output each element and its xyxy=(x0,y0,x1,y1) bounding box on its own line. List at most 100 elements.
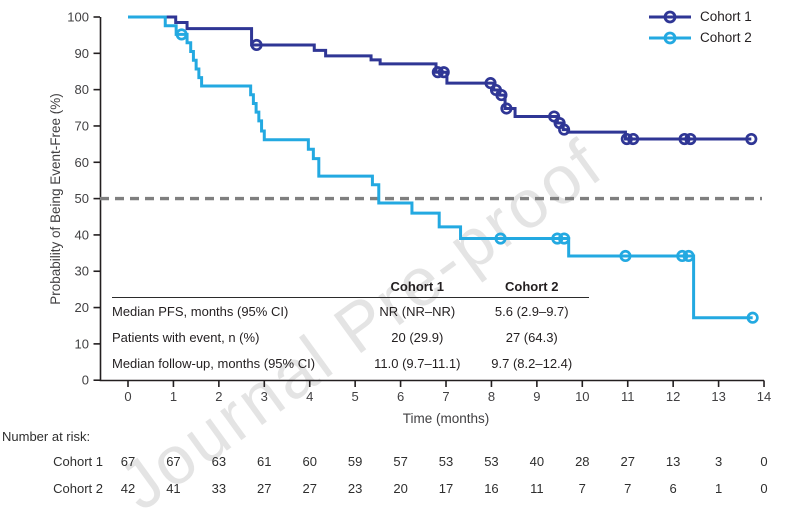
risk-value: 41 xyxy=(166,481,181,496)
x-tick-label: 9 xyxy=(533,389,540,404)
legend: Cohort 1 Cohort 2 xyxy=(648,6,752,48)
y-tick-label: 30 xyxy=(75,264,89,279)
km-curve-cohort2 xyxy=(128,15,753,320)
y-tick-label: 0 xyxy=(82,373,89,388)
risk-row-name-cohort2: Cohort 2 xyxy=(53,481,103,496)
censor-marker xyxy=(745,132,758,146)
x-tick-label: 3 xyxy=(261,389,268,404)
x-tick-label: 8 xyxy=(488,389,495,404)
stats-value: NR (NR–NR) xyxy=(379,304,456,319)
risk-value: 61 xyxy=(257,454,272,469)
risk-value: 53 xyxy=(484,454,499,469)
risk-value: 23 xyxy=(347,481,363,496)
risk-value: 7 xyxy=(578,481,586,496)
risk-value: 60 xyxy=(302,454,317,469)
censor-marker xyxy=(678,132,691,146)
censor-marker xyxy=(494,232,507,245)
y-tick-label: 10 xyxy=(75,336,89,351)
risk-value: 0 xyxy=(760,481,768,496)
censor-marker xyxy=(746,311,759,324)
stats-row-median-pfs: Median PFS, months (95% CI) NR (NR–NR) 5… xyxy=(112,298,589,325)
cohort2-line-marker-icon xyxy=(649,31,691,44)
risk-value: 27 xyxy=(620,454,635,469)
censor-marker xyxy=(682,249,695,263)
stats-value: 11.0 (9.7–11.1) xyxy=(374,356,461,371)
legend-label-cohort1: Cohort 1 xyxy=(700,9,752,24)
x-tick-label: 4 xyxy=(306,389,313,404)
axis-spines xyxy=(99,17,764,382)
risk-value: 3 xyxy=(714,454,723,469)
legend-entry-cohort2: Cohort 2 xyxy=(648,27,752,48)
number-at-risk-label: Number at risk: xyxy=(2,429,91,444)
legend-label-cohort2: Cohort 2 xyxy=(700,30,752,45)
risk-value: 27 xyxy=(257,481,272,496)
stats-value: 9.7 (8.2–12.4) xyxy=(491,356,573,371)
x-tick-label: 10 xyxy=(575,389,589,404)
censor-marker xyxy=(684,132,697,146)
risk-value: 7 xyxy=(624,481,632,496)
censor-marker xyxy=(500,102,513,115)
x-tick-label: 2 xyxy=(215,389,222,404)
stats-value: 20 (29.9) xyxy=(391,330,444,345)
km-figure: Journal Pre-proof 0 10 20 30 40 50 60 70 80 90 100… xyxy=(2,6,771,525)
censor-marker xyxy=(431,66,444,79)
risk-value: 1 xyxy=(714,481,723,496)
censor-marker xyxy=(495,89,508,102)
y-tick-label: 70 xyxy=(75,118,89,133)
risk-value: 27 xyxy=(302,481,317,496)
risk-value: 0 xyxy=(760,454,768,469)
x-tick-label: 6 xyxy=(397,389,404,404)
censor-marker xyxy=(437,66,450,79)
x-tick-label: 11 xyxy=(621,389,635,404)
stats-row-label: Patients with event, n (%) xyxy=(112,330,260,345)
x-tick-label: 0 xyxy=(124,389,131,404)
risk-value: 28 xyxy=(575,454,590,469)
risk-value: 13 xyxy=(665,454,681,469)
risk-value: 16 xyxy=(484,481,499,496)
y-tick-label: 40 xyxy=(75,227,89,242)
risk-value: 59 xyxy=(347,454,363,469)
stats-row-median-followup: Median follow-up, months (95% CI) 11.0 (… xyxy=(112,350,589,376)
y-tick-label: 100 xyxy=(67,10,89,25)
risk-value: 63 xyxy=(211,454,227,469)
stats-header-cohort2: Cohort 2 xyxy=(474,277,589,298)
x-tick-label: 1 xyxy=(170,389,177,404)
y-tick-label: 80 xyxy=(75,82,89,97)
stats-row-patients-event: Patients with event, n (%) 20 (29.9) 27 … xyxy=(112,324,589,350)
risk-value: 33 xyxy=(211,481,227,496)
risk-value: 57 xyxy=(393,454,408,469)
stats-header-cohort1: Cohort 1 xyxy=(360,277,475,298)
y-tick-label: 50 xyxy=(75,191,89,206)
censor-marker xyxy=(175,28,188,41)
y-tick-label: 20 xyxy=(75,300,89,315)
risk-value: 11 xyxy=(530,481,544,496)
stats-value: 5.6 (2.9–9.7) xyxy=(494,304,569,319)
x-tick-label: 5 xyxy=(352,389,359,404)
risk-value: 17 xyxy=(438,481,454,496)
censor-marker xyxy=(558,123,571,136)
censor-marker xyxy=(619,249,632,263)
stats-value: 27 (64.3) xyxy=(505,330,558,345)
x-tick-label: 12 xyxy=(666,389,680,404)
risk-row-name-cohort1: Cohort 1 xyxy=(53,454,103,469)
censor-marker xyxy=(627,132,640,146)
risk-value: 53 xyxy=(438,454,454,469)
stats-table: Cohort 1 Cohort 2 Median PFS, months (95… xyxy=(112,277,589,376)
x-tick-label: 7 xyxy=(442,389,449,404)
censor-marker xyxy=(551,232,564,245)
risk-value: 42 xyxy=(120,481,136,496)
stats-row-label: Median follow-up, months (95% CI) xyxy=(112,356,316,371)
stats-header-row: Cohort 1 Cohort 2 xyxy=(112,277,589,298)
censor-marker xyxy=(558,232,571,245)
x-axis-title: Time (months) xyxy=(402,411,490,426)
stats-header-empty xyxy=(112,277,361,298)
censor-marker xyxy=(620,132,633,146)
y-tick-label: 60 xyxy=(75,155,89,170)
y-axis-title: Probability of Being Event-Free (%) xyxy=(48,93,63,305)
x-tick-label: 14 xyxy=(757,389,771,404)
cohort1-line-marker-icon xyxy=(649,10,691,23)
censor-marker xyxy=(250,38,263,52)
censor-marker xyxy=(676,249,689,263)
risk-value: 6 xyxy=(669,481,677,496)
